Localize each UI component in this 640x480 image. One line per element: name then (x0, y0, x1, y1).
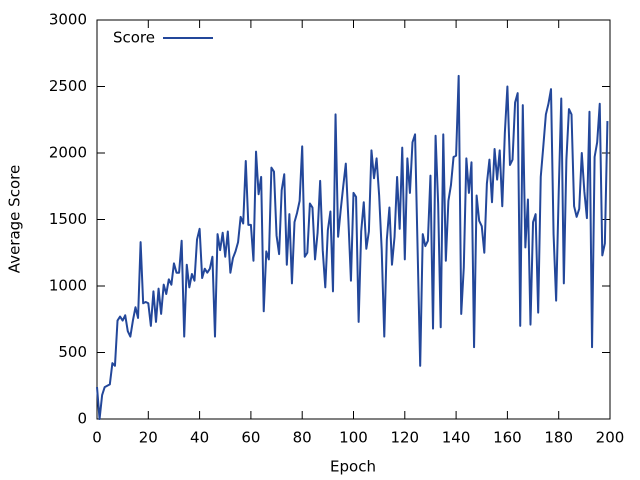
line-series (96, 74, 609, 420)
y-tick-label: 500 (58, 343, 87, 361)
y-tick-label: 2000 (49, 144, 87, 162)
x-tick-label: 200 (596, 429, 625, 447)
x-tick-label: 20 (139, 429, 158, 447)
x-tick-label: 120 (390, 429, 419, 447)
x-tick-label: 100 (339, 429, 368, 447)
x-tick-label: 180 (544, 429, 573, 447)
x-tick-label: 140 (442, 429, 471, 447)
x-tick-label: 160 (493, 429, 522, 447)
y-tick-label: 3000 (49, 11, 87, 29)
x-tick-label: 80 (293, 429, 312, 447)
x-tick-label: 40 (190, 429, 209, 447)
legend-label: Score (113, 29, 155, 47)
y-axis-label: Average Score (6, 165, 24, 273)
y-tick-label: 2500 (49, 77, 87, 95)
x-tick-label: 0 (92, 429, 102, 447)
y-tick-label: 0 (77, 410, 87, 428)
y-tick-label: 1000 (49, 277, 87, 295)
x-axis-label: Epoch (330, 458, 376, 476)
y-tick-label: 1500 (49, 210, 87, 228)
x-tick-label: 60 (241, 429, 260, 447)
